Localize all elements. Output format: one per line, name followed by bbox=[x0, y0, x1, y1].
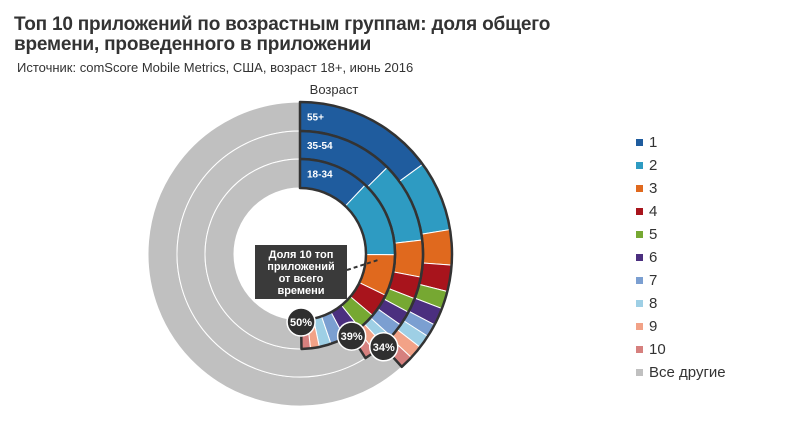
callout-leader bbox=[346, 259, 379, 271]
legend-item: 1 bbox=[636, 131, 786, 154]
donut-slice bbox=[420, 228, 453, 266]
center-callout-line: времени bbox=[277, 285, 324, 297]
ring-axis-label: Возраст bbox=[310, 82, 359, 97]
legend-swatch bbox=[636, 185, 643, 192]
legend-swatch bbox=[636, 139, 643, 146]
legend-swatch bbox=[636, 162, 643, 169]
chart-legend: 1 2 3 4 5 6 7 8 9 10 Все другие bbox=[636, 131, 786, 384]
percent-label: 39% bbox=[341, 331, 363, 343]
legend-label: 10 bbox=[649, 341, 666, 358]
legend-item: 5 bbox=[636, 223, 786, 246]
legend-item: Все другие bbox=[636, 361, 786, 384]
ring-label: 35-54 bbox=[307, 141, 333, 152]
center-callout-line: приложений bbox=[267, 261, 334, 273]
legend-label: 3 bbox=[649, 180, 658, 197]
legend-label: 2 bbox=[649, 157, 658, 174]
legend-swatch bbox=[636, 300, 643, 307]
legend-label: 9 bbox=[649, 318, 658, 335]
donut-slice bbox=[204, 158, 303, 350]
percent-label: 34% bbox=[373, 342, 395, 354]
legend-item: 6 bbox=[636, 246, 786, 269]
legend-item: 7 bbox=[636, 269, 786, 292]
percent-label: 50% bbox=[290, 317, 312, 329]
legend-swatch bbox=[636, 208, 643, 215]
top10-outline bbox=[298, 157, 397, 351]
center-callout bbox=[255, 245, 347, 299]
legend-label: 5 bbox=[649, 226, 658, 243]
chart-subtitle: Источник: comScore Mobile Metrics, США, … bbox=[17, 60, 414, 75]
legend-item: 8 bbox=[636, 292, 786, 315]
legend-label: 7 bbox=[649, 272, 658, 289]
legend-item: 10 bbox=[636, 338, 786, 361]
legend-item: 3 bbox=[636, 177, 786, 200]
legend-label: 4 bbox=[649, 203, 658, 220]
legend-item: 2 bbox=[636, 154, 786, 177]
legend-swatch bbox=[636, 277, 643, 284]
percent-badge bbox=[286, 307, 316, 337]
legend-label: Все другие bbox=[649, 364, 726, 381]
legend-item: 4 bbox=[636, 200, 786, 223]
legend-item: 9 bbox=[636, 315, 786, 338]
donut-slice bbox=[392, 239, 424, 278]
legend-swatch bbox=[636, 369, 643, 376]
legend-swatch bbox=[636, 346, 643, 353]
legend-label: 6 bbox=[649, 249, 658, 266]
chart-title: Топ 10 приложений по возрастным группам:… bbox=[14, 14, 551, 55]
center-callout-line: от всего bbox=[279, 273, 324, 285]
ring-label: 55+ bbox=[307, 113, 324, 124]
percent-badge bbox=[368, 332, 399, 362]
legend-label: 8 bbox=[649, 295, 658, 312]
legend-label: 1 bbox=[649, 134, 658, 151]
legend-swatch bbox=[636, 254, 643, 261]
legend-swatch bbox=[636, 231, 643, 238]
legend-swatch bbox=[636, 323, 643, 330]
percent-badge bbox=[336, 321, 367, 351]
ring-label: 18-34 bbox=[307, 170, 333, 181]
center-callout-line: Доля 10 топ bbox=[269, 249, 334, 261]
